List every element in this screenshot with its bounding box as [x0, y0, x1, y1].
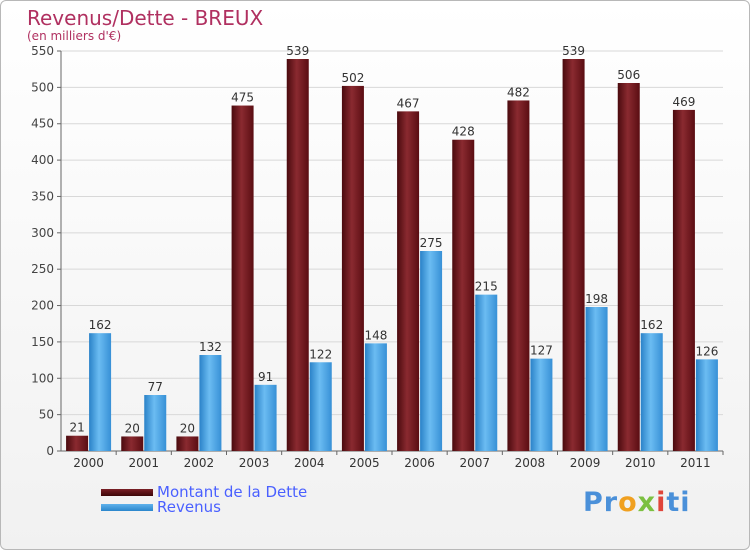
x-tick-label: 2005	[349, 456, 380, 470]
data-label-revenue: 275	[420, 236, 443, 250]
data-label-revenue: 91	[258, 370, 273, 384]
x-tick-label: 2011	[680, 456, 711, 470]
data-label-debt: 20	[125, 421, 140, 435]
data-label-debt: 20	[180, 421, 195, 435]
legend-swatch-debt	[101, 489, 153, 496]
bar-revenue-2010	[640, 333, 663, 451]
data-label-debt: 539	[562, 44, 585, 58]
y-tick-label: 100	[31, 371, 54, 385]
chart-title: Revenus/Dette - BREUX	[27, 6, 264, 30]
data-label-debt: 506	[617, 68, 640, 82]
x-tick-label: 2010	[625, 456, 656, 470]
chart-subtitle: (en milliers d'€)	[27, 29, 122, 43]
legend-label-debt: Montant de la Dette	[157, 483, 308, 501]
y-tick-label: 200	[31, 299, 54, 313]
bar-debt-2003	[231, 105, 254, 451]
data-label-revenue: 127	[530, 344, 553, 358]
y-tick-label: 550	[31, 44, 54, 58]
data-label-debt: 502	[341, 71, 364, 85]
data-label-debt: 469	[672, 95, 695, 109]
data-label-revenue: 162	[89, 318, 112, 332]
data-label-debt: 539	[286, 44, 309, 58]
bar-debt-2009	[562, 59, 585, 451]
x-tick-label: 2003	[239, 456, 270, 470]
x-tick-label: 2008	[515, 456, 546, 470]
bar-debt-2001	[121, 436, 144, 451]
bar-revenue-2006	[420, 251, 443, 451]
bar-revenue-2003	[254, 384, 277, 451]
x-tick-label: 2002	[184, 456, 215, 470]
bar-revenue-2005	[364, 343, 387, 451]
data-label-debt: 475	[231, 91, 254, 105]
y-tick-label: 500	[31, 80, 54, 94]
y-tick-label: 250	[31, 262, 54, 276]
y-tick-label: 150	[31, 335, 54, 349]
data-label-debt: 21	[69, 421, 84, 435]
bar-debt-2000	[66, 435, 89, 451]
bar-revenue-2000	[89, 333, 112, 451]
bar-revenue-2002	[199, 355, 222, 451]
data-label-debt: 482	[507, 85, 530, 99]
bar-revenue-2008	[530, 358, 553, 451]
bar-debt-2008	[507, 100, 530, 452]
data-label-revenue: 148	[364, 328, 387, 342]
bar-debt-2006	[397, 111, 420, 451]
y-tick-label: 350	[31, 189, 54, 203]
data-label-revenue: 198	[585, 292, 608, 306]
y-tick-label: 400	[31, 153, 54, 167]
bar-debt-2004	[286, 59, 309, 451]
x-tick-label: 2006	[404, 456, 435, 470]
x-tick-label: 2001	[128, 456, 159, 470]
bar-revenue-2009	[585, 307, 608, 451]
bar-debt-2005	[341, 85, 364, 451]
x-tick-label: 2000	[73, 456, 104, 470]
data-label-revenue: 77	[148, 380, 163, 394]
legend-swatch-revenue	[101, 504, 153, 511]
bar-debt-2010	[617, 83, 640, 451]
data-label-revenue: 126	[695, 344, 718, 358]
bar-revenue-2007	[475, 294, 498, 451]
x-tick-label: 2007	[459, 456, 490, 470]
bar-debt-2007	[452, 139, 475, 451]
y-tick-label: 450	[31, 117, 54, 131]
data-label-revenue: 122	[309, 347, 332, 361]
bar-revenue-2004	[309, 362, 332, 451]
data-label-debt: 428	[452, 125, 475, 139]
bar-revenue-2011	[695, 359, 718, 451]
bar-revenue-2001	[144, 395, 167, 451]
x-tick-label: 2004	[294, 456, 325, 470]
bar-debt-2002	[176, 436, 199, 451]
bar-debt-2011	[672, 109, 695, 451]
x-tick-label: 2009	[570, 456, 601, 470]
data-label-revenue: 162	[640, 318, 663, 332]
y-tick-label: 50	[39, 408, 54, 422]
proxiti-logo: Proxiti	[583, 487, 691, 518]
data-label-revenue: 132	[199, 340, 222, 354]
legend-label-revenue: Revenus	[157, 498, 221, 516]
data-label-revenue: 215	[475, 280, 498, 294]
y-tick-label: 300	[31, 226, 54, 240]
data-label-debt: 467	[397, 96, 420, 110]
y-tick-label: 0	[46, 444, 54, 458]
